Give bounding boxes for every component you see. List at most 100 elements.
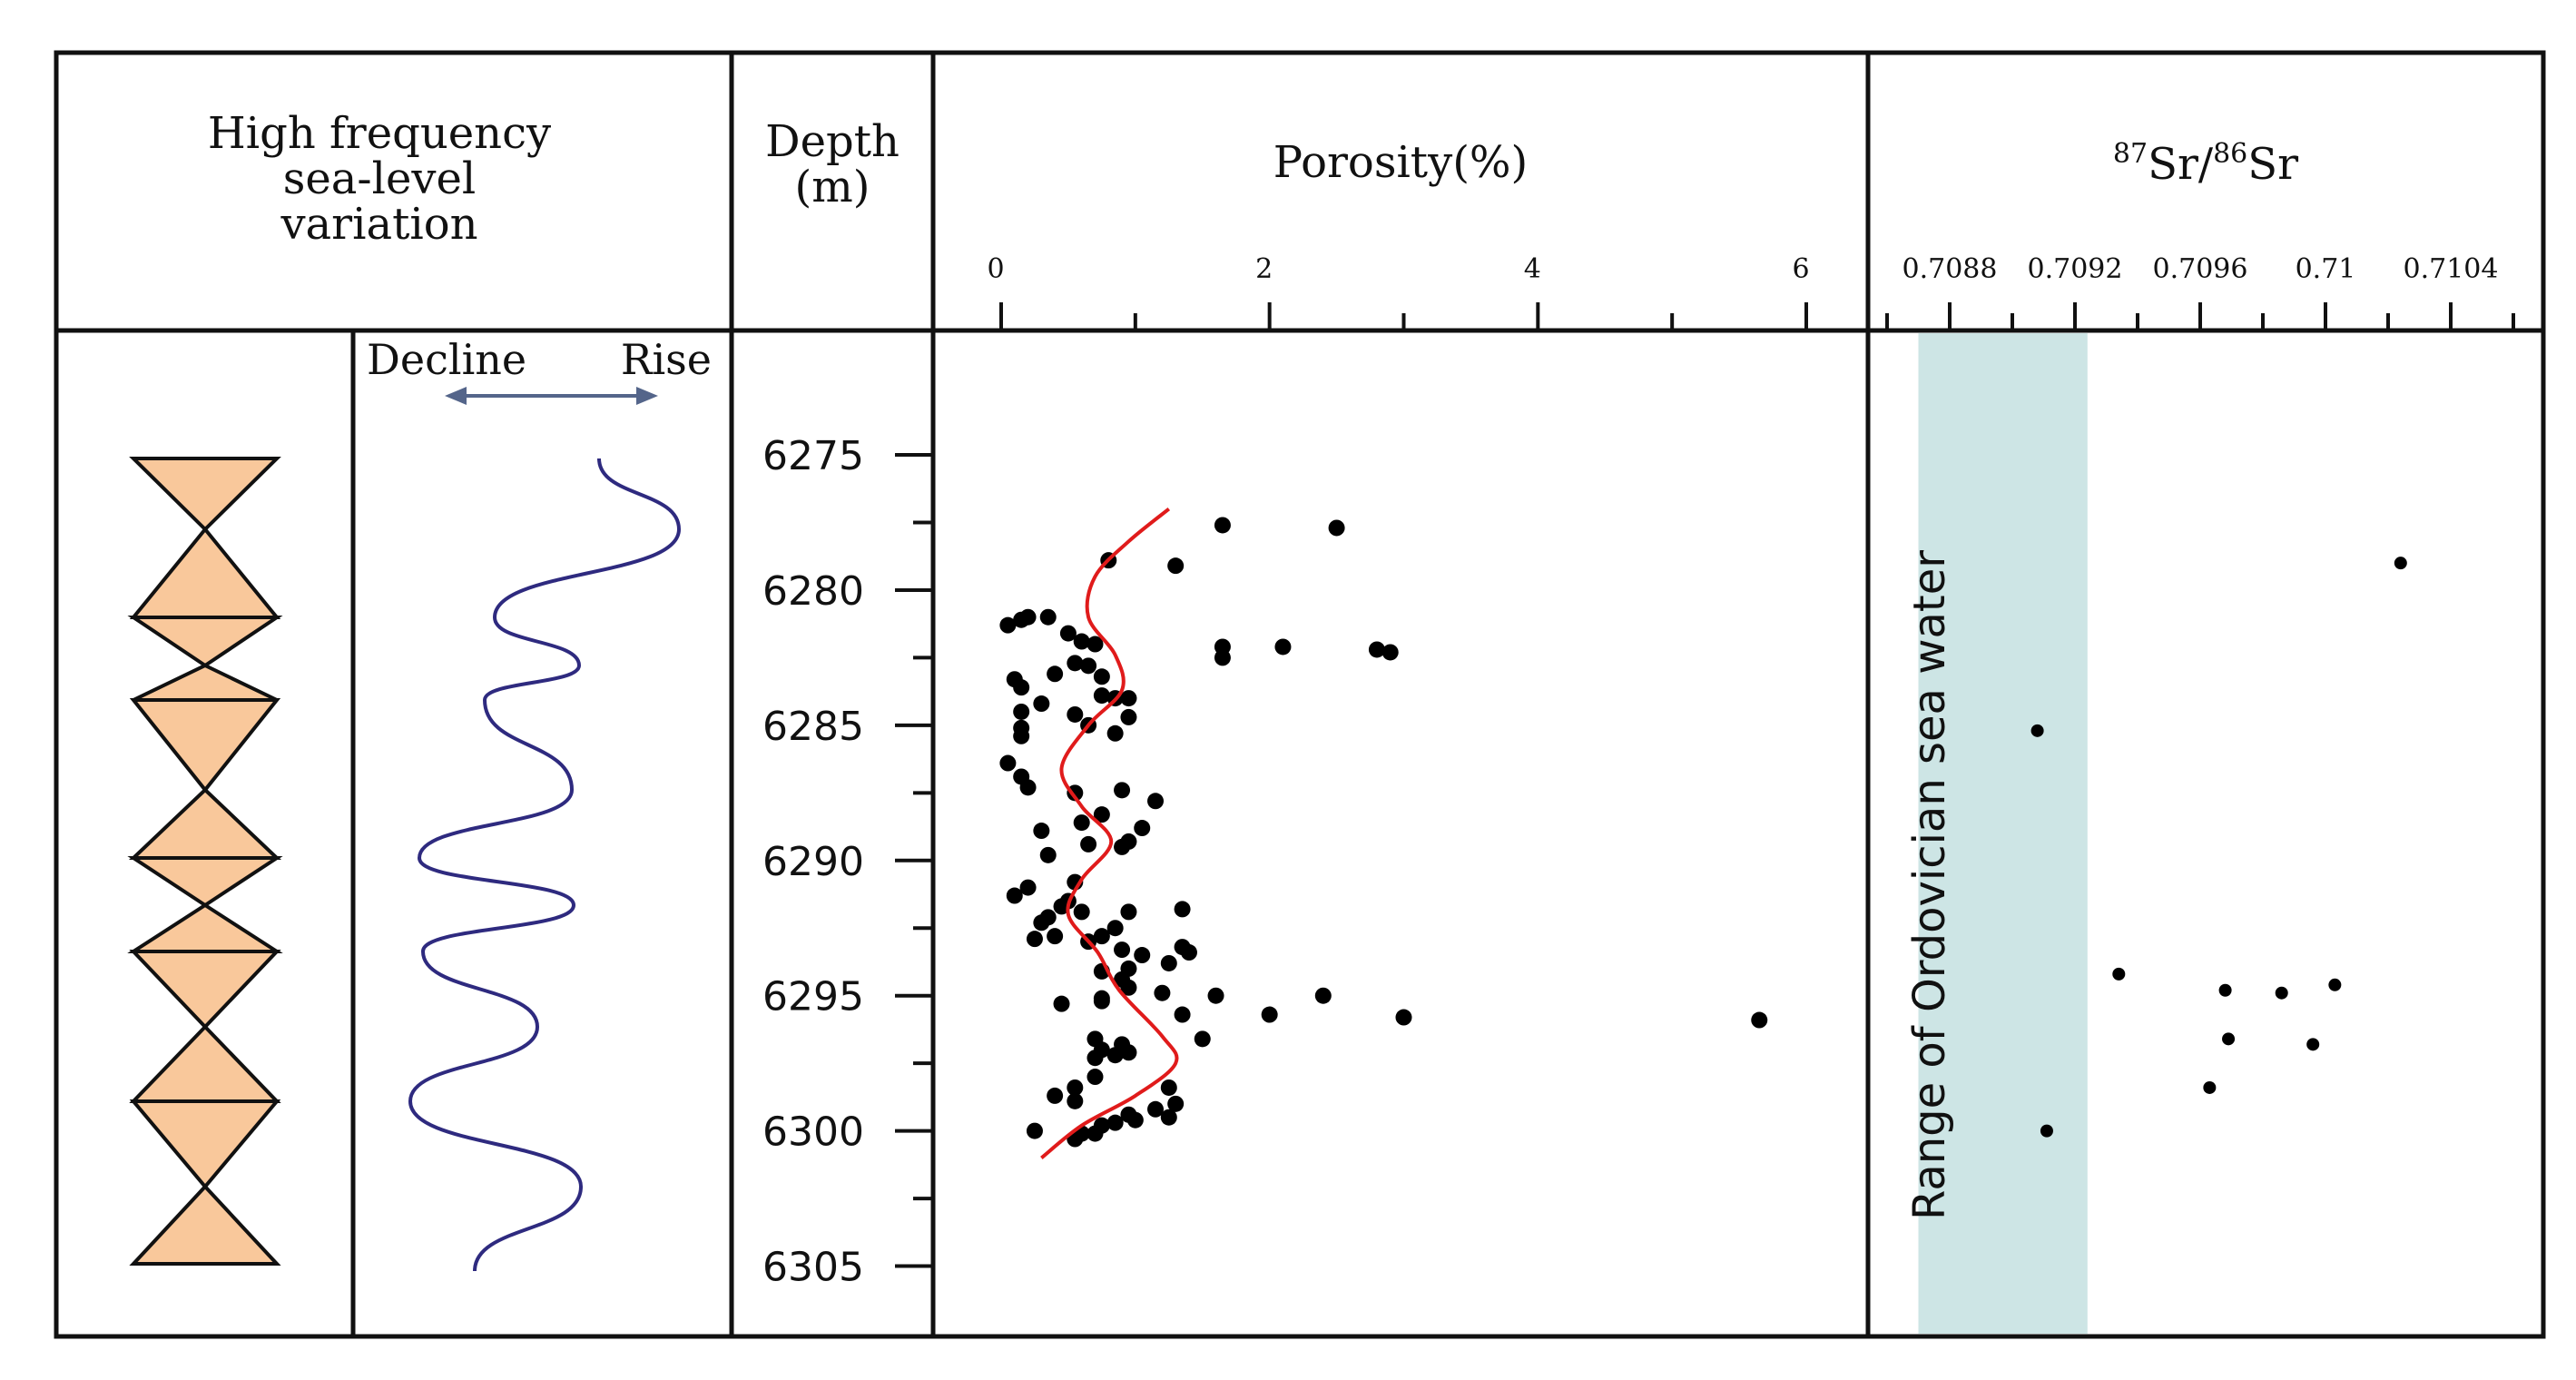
sea-level-triangle [129, 526, 281, 619]
porosity-point [1106, 724, 1124, 742]
porosity-point [1261, 1006, 1278, 1023]
sr-point [2218, 983, 2232, 997]
porosity-point [1214, 517, 1231, 534]
porosity-point [1093, 806, 1110, 823]
depth-title: Depth [765, 116, 900, 167]
depth-tick-label: 6290 [762, 839, 864, 885]
porosity-x-tick-label: 2 [1255, 253, 1273, 285]
rise-label: Rise [621, 335, 712, 384]
sr-point [2030, 724, 2044, 737]
porosity-point [1073, 903, 1090, 921]
depth-tick-label: 6285 [762, 704, 864, 750]
porosity-point [1114, 941, 1131, 959]
porosity-point [1274, 638, 1292, 656]
sr-point [2306, 1038, 2320, 1051]
porosity-point [1106, 1114, 1124, 1131]
porosity-point [1047, 928, 1064, 945]
porosity-point [1328, 519, 1345, 537]
sea-level-curve [408, 458, 682, 1272]
sea-level-triangle [133, 663, 278, 702]
porosity-point [1067, 655, 1084, 672]
porosity-point [1047, 1087, 1064, 1104]
depth-axis: 6275 6280 6285 6290 6295 6300 6305 [762, 433, 933, 1291]
porosity-point [1019, 779, 1037, 796]
sr-point [2203, 1080, 2217, 1094]
decline-rise-arrow [445, 387, 658, 405]
porosity-point [1167, 557, 1185, 575]
depth-tick-label: 6305 [762, 1245, 864, 1291]
porosity-title: Porosity(%) [1273, 137, 1529, 188]
sea-level-triangle [129, 698, 281, 794]
porosity-point [1194, 1030, 1211, 1048]
porosity-x-tick-label: 6 [1792, 253, 1809, 285]
porosity-point [1106, 920, 1124, 937]
porosity-point [1073, 814, 1090, 832]
sr-title: 87Sr/86Sr [2113, 138, 2298, 190]
porosity-point [1154, 984, 1171, 1001]
depth-tick-label: 6280 [762, 568, 864, 615]
porosity-point [1174, 901, 1191, 918]
porosity-point [1368, 641, 1385, 658]
decline-label: Decline [367, 335, 526, 384]
porosity-point [1039, 846, 1057, 863]
sea-level-triangle [129, 1184, 281, 1266]
porosity-point [1160, 1079, 1177, 1096]
porosity-point [1067, 1079, 1084, 1096]
porosity-point [1013, 727, 1030, 744]
porosity-point [999, 754, 1017, 772]
porosity-point [1114, 838, 1131, 855]
porosity-point [1053, 995, 1070, 1012]
porosity-point [1160, 1109, 1177, 1126]
porosity-point [1120, 903, 1137, 921]
porosity-point [1751, 1011, 1768, 1029]
porosity-point [1093, 928, 1110, 945]
porosity-point [999, 616, 1017, 634]
sr-points [2030, 557, 2407, 1138]
porosity-point [1314, 987, 1332, 1004]
depth-tick-label: 6295 [762, 974, 864, 1020]
sr-point [2112, 967, 2126, 981]
band-label: Range of Ordovician sea water [1904, 550, 1955, 1220]
sr-axis: 0.7088 0.7092 0.7096 0.71 0.7104 [1870, 253, 2542, 331]
arrow-head-right [636, 387, 658, 405]
porosity-point [1013, 703, 1030, 720]
depth-tick-label: 6275 [762, 433, 864, 479]
sea-level-triangle [129, 457, 281, 532]
sr-x-tick-label: 0.7104 [2404, 253, 2499, 285]
porosity-point [1013, 679, 1030, 696]
porosity-point [1120, 1044, 1137, 1061]
porosity-point [1093, 687, 1110, 705]
porosity-point [1019, 879, 1037, 896]
porosity-point [1086, 636, 1104, 653]
porosity-point [1147, 1100, 1165, 1118]
sr-point [2328, 978, 2342, 991]
porosity-point [1059, 625, 1077, 642]
porosity-point [1080, 835, 1097, 853]
porosity-point [1180, 944, 1197, 961]
sr-point [2222, 1032, 2236, 1046]
porosity-point [1167, 1095, 1185, 1112]
sea-level-title-line1: High frequency [208, 108, 551, 159]
sr-x-tick-label: 0.7096 [2153, 253, 2248, 285]
sr-x-tick-label: 0.7088 [1903, 253, 1998, 285]
outer-border [54, 50, 2546, 1339]
sea-level-triangle [127, 902, 283, 953]
sr-point [2394, 557, 2407, 570]
sea-level-title-line3: variation [280, 199, 477, 250]
sr-x-tick-label: 0.71 [2296, 253, 2356, 285]
sr-num: Sr/ [2148, 139, 2214, 190]
porosity-point [1039, 608, 1057, 626]
porosity-point [1033, 914, 1050, 932]
porosity-point [1147, 793, 1165, 810]
porosity-point [1033, 695, 1050, 713]
porosity-point [1019, 608, 1037, 626]
porosity-point [1073, 633, 1090, 650]
sea-level-triangle [129, 1024, 281, 1103]
porosity-point [1106, 1047, 1124, 1064]
porosity-point [1120, 979, 1137, 996]
porosity-point [1086, 1069, 1104, 1086]
porosity-point [1120, 708, 1137, 725]
porosity-point [1033, 823, 1050, 840]
sr-x-tick-label: 0.7092 [2028, 253, 2123, 285]
